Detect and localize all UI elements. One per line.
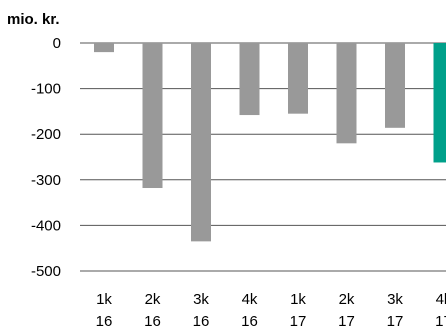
x-tick-label-year: 17 (387, 313, 404, 329)
bar (288, 43, 308, 114)
x-axis-tick-labels: 1k 16 2k 16 3k 16 4k 16 1k 17 2k 17 3k 17 4k 17 (96, 291, 446, 329)
unit-label: mio. kr. (7, 11, 60, 28)
bars (94, 43, 446, 242)
y-tick-label: -500 (31, 263, 61, 280)
x-tick-label-year: 16 (144, 313, 161, 329)
bar (142, 43, 163, 189)
y-tick-label: -100 (31, 81, 61, 98)
y-tick-label: 0 (53, 35, 61, 52)
y-tick-label: -300 (31, 172, 61, 189)
x-tick-label-quarter: 2k (339, 291, 355, 308)
x-tick-label-year: 16 (241, 313, 258, 329)
x-tick-label-year: 17 (338, 313, 355, 329)
x-tick-label-quarter: 4k (242, 291, 258, 308)
x-tick-label-quarter: 2k (145, 291, 161, 308)
x-tick-label-year: 17 (435, 313, 446, 329)
bar (385, 43, 405, 128)
bar (336, 43, 357, 144)
x-tick-label-quarter: 1k (290, 291, 306, 308)
x-tick-label-quarter: 3k (387, 291, 403, 308)
x-tick-label-quarter: 3k (193, 291, 209, 308)
bar (239, 43, 260, 116)
x-tick-label-year: 16 (193, 313, 210, 329)
y-tick-label: -400 (31, 217, 61, 234)
x-tick-label-year: 16 (96, 313, 113, 329)
x-tick-label-quarter: 1k (96, 291, 112, 308)
y-axis-tick-labels: 0 -100 -200 -300 -400 -500 (31, 35, 61, 280)
bar (94, 43, 114, 53)
y-tick-label: -200 (31, 126, 61, 143)
x-tick-label-year: 17 (290, 313, 307, 329)
x-tick-label-quarter: 4k (436, 291, 446, 308)
bar (433, 43, 446, 163)
bar (191, 43, 211, 242)
